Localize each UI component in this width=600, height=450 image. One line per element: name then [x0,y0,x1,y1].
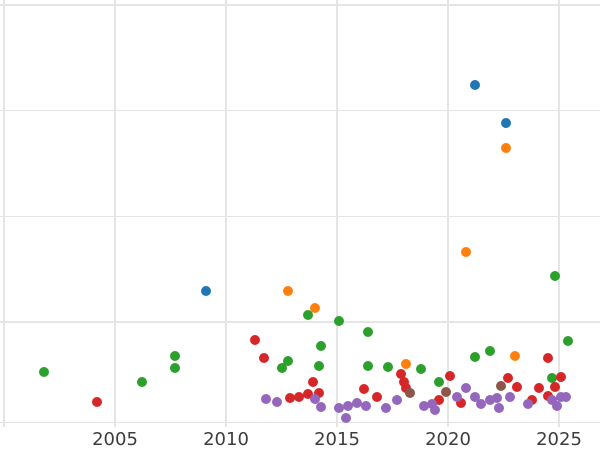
y-gridline [0,4,600,6]
scatter-point-red [285,392,296,403]
x-gridline [225,0,227,427]
scatter-point-purple [418,401,429,412]
scatter-point-purple [427,399,438,410]
scatter-point-blue [469,80,480,91]
y-gridline [0,215,600,217]
scatter-point-red [294,391,305,402]
x-gridline [114,0,116,427]
scatter-point-purple [340,412,351,423]
scatter-point-red [502,372,513,383]
scatter-point-purple [351,398,362,409]
scatter-point-green [547,372,558,383]
scatter-point-green [416,364,427,375]
x-tick-label: 2005 [92,429,138,450]
scatter-point-brown [440,386,451,397]
y-gridline [0,110,600,112]
scatter-point-red [92,397,103,408]
scatter-point-orange [309,303,320,314]
scatter-point-purple [560,391,571,402]
scatter-point-red [314,387,325,398]
scatter-point-red [511,382,522,393]
scatter-point-purple [316,402,327,413]
scatter-point-orange [283,286,294,297]
scatter-point-green [283,355,294,366]
scatter-point-purple [309,393,320,404]
scatter-point-blue [500,118,511,129]
y-gridline [0,321,600,323]
x-axis-line [0,422,600,424]
scatter-point-orange [460,247,471,258]
scatter-point-orange [509,350,520,361]
scatter-point-orange [400,359,411,370]
scatter-point-blue [201,286,212,297]
scatter-point-green [363,361,374,372]
scatter-point-red [542,352,553,363]
x-tick-label: 2010 [203,429,249,450]
x-tick-label: 2015 [314,429,360,450]
scatter-point-red [434,395,445,406]
scatter-point-purple [469,391,480,402]
scatter-point-purple [551,401,562,412]
scatter-point-red [549,382,560,393]
scatter-point-green [549,271,560,282]
scatter-point-purple [334,403,345,414]
scatter-point-red [307,377,318,388]
scatter-point-purple [272,397,283,408]
scatter-point-purple [476,399,487,410]
scatter-point-purple [494,403,505,414]
scatter-point-red [371,391,382,402]
scatter-point-brown [496,381,507,392]
scatter-point-purple [451,391,462,402]
scatter-point-red [534,383,545,394]
scatter-point-green [562,335,573,346]
scatter-point-green [169,363,180,374]
scatter-point-green [169,350,180,361]
scatter-point-red [527,395,538,406]
scatter-point-red [456,398,467,409]
scatter-point-green [383,362,394,373]
scatter-point-purple [343,401,354,412]
scatter-point-red [249,334,260,345]
scatter-point-red [556,371,567,382]
scatter-point-purple [485,395,496,406]
scatter-point-red [445,370,456,381]
scatter-point-brown [405,387,416,398]
scatter-point-green [485,346,496,357]
scatter-point-green [314,361,325,372]
scatter-point-purple [360,401,371,412]
scatter-point-green [363,327,374,338]
x-gridline [447,0,449,427]
scatter-point-orange [500,142,511,153]
scatter-point-purple [522,399,533,410]
scatter-point-purple [505,391,516,402]
scatter-point-purple [260,393,271,404]
scatter-point-green [38,366,49,377]
scatter-point-red [258,352,269,363]
scatter-point-purple [429,404,440,415]
scatter-point-purple [391,395,402,406]
scatter-point-purple [380,403,391,414]
scatter-point-green [276,363,287,374]
x-gridline [3,0,5,427]
scatter-point-red [303,388,314,399]
x-tick-label: 2020 [425,429,471,450]
x-gridline [336,0,338,427]
scatter-point-green [434,377,445,388]
scatter-point-red [358,384,369,395]
scatter-point-purple [491,392,502,403]
scatter-point-red [396,368,407,379]
scatter-point-green [316,341,327,352]
scatter-point-purple [547,395,558,406]
scatter-point-green [136,377,147,388]
x-gridline [558,0,560,427]
scatter-point-red [398,377,409,388]
x-tick-label: 2025 [536,429,582,450]
scatter-point-green [334,315,345,326]
scatter-point-purple [460,383,471,394]
scatter-point-green [469,351,480,362]
scatter-point-green [303,309,314,320]
